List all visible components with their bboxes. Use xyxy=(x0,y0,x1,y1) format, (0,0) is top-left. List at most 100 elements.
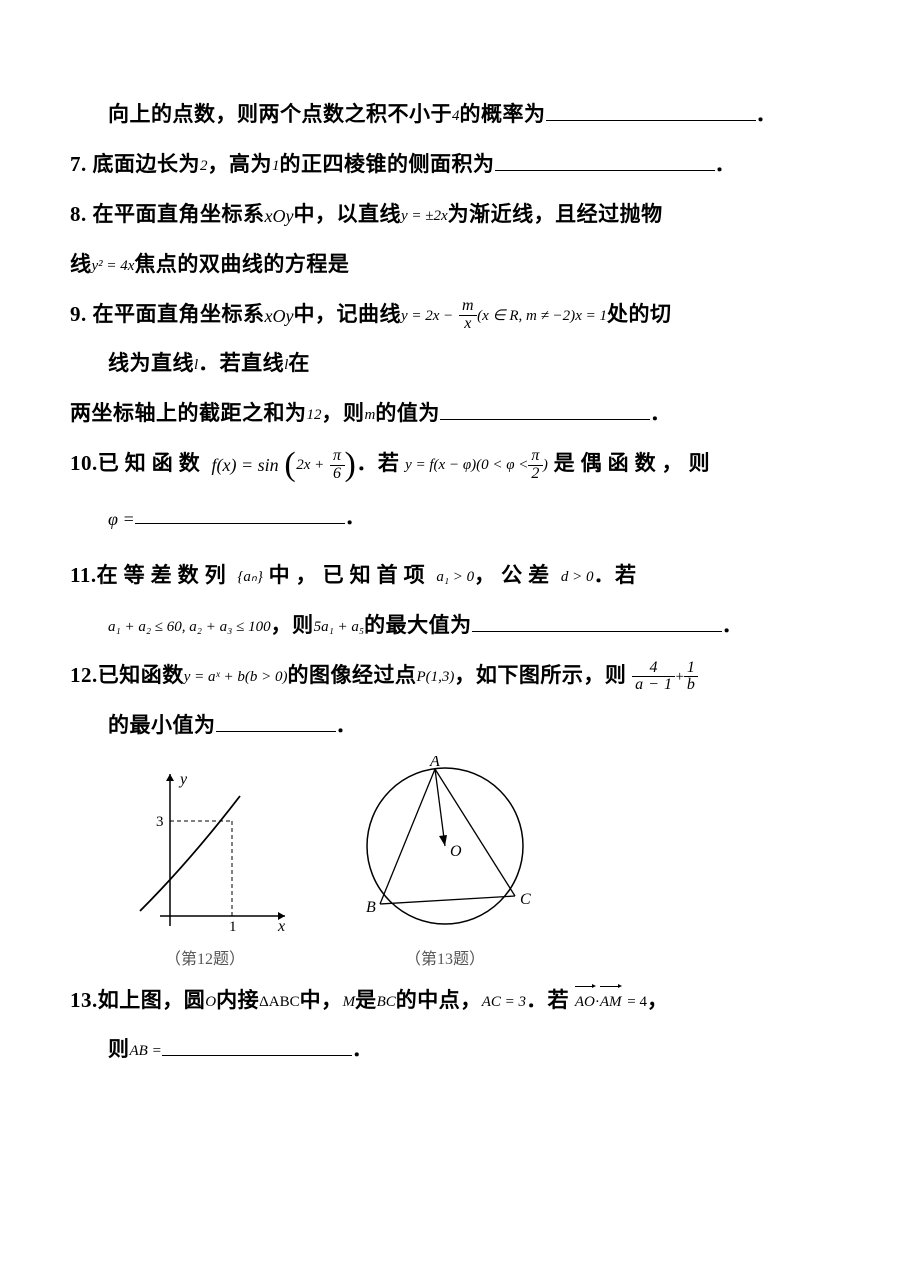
q9-eq-y: y = 2x − xyxy=(401,302,453,331)
q13-blank xyxy=(162,1039,352,1057)
q12-fn: y = aˣ + b(b > 0) xyxy=(184,663,288,692)
q10-frac-num: π xyxy=(330,448,345,466)
q13-t2: 内接 xyxy=(216,988,259,1012)
q10-label: 10. xyxy=(70,451,98,475)
vec-AM: AM xyxy=(600,988,622,1017)
q9-frac-den: x xyxy=(459,316,477,333)
q10-frac2: π2 xyxy=(528,448,543,483)
q9-blank xyxy=(440,403,650,421)
q11-t6: 的最大值为 xyxy=(364,613,472,637)
q9-line3: 两坐标轴上的截距之和为12，则m的值为． xyxy=(70,394,850,434)
q12-P: P(1,3) xyxy=(417,663,455,692)
fig13-A: A xyxy=(429,756,440,770)
figure-12: y x 3 1 （第12题） xyxy=(120,766,290,969)
q11-label: 11. xyxy=(70,563,97,587)
q9-t9: 的值为 xyxy=(375,401,440,425)
q7-n1: 2 xyxy=(200,152,208,181)
fig13-O: O xyxy=(450,843,462,860)
q13-tri: ΔABC xyxy=(259,988,300,1017)
q7-label: 7. xyxy=(70,152,87,176)
q9-t4: 线为直线 xyxy=(108,351,194,375)
fig13-caption: （第13题） xyxy=(340,945,550,969)
figure-row: y x 3 1 （第12题） A B C O （第13题 xyxy=(120,756,850,969)
q13-t3: 中， xyxy=(300,988,343,1012)
q13-t1: 如上图，圆 xyxy=(98,988,206,1012)
q10-frac-den: 6 xyxy=(330,466,345,483)
exam-page: 向上的点数，则两个点数之积不小于4的概率为． 7. 底面边长为2，高为1的正四棱… xyxy=(0,0,920,1274)
q10-line2: φ =． xyxy=(70,498,850,538)
q12-t3: ，如下图所示，则 xyxy=(454,663,626,687)
fig12-tick3: 3 xyxy=(156,814,164,830)
q10-f: f(x) = sin xyxy=(212,448,279,482)
q10-t1: 已知函数 xyxy=(98,451,206,475)
q12-f1n: 4 xyxy=(632,660,675,678)
q10-t2: ．若 xyxy=(356,451,399,475)
q9-t5: ．若直线 xyxy=(198,351,284,375)
q6-t2: 的概率为 xyxy=(460,102,546,126)
q10-line1: 10.已知函数 f(x) = sin (2x + π6)．若 y = f(x −… xyxy=(70,444,850,484)
q10-t3: 是偶函数，则 xyxy=(554,451,716,475)
q13-AC: AC = 3 xyxy=(482,988,526,1017)
q9-frac-num: m xyxy=(459,298,477,316)
q13-t6: ．若 xyxy=(526,988,569,1012)
q13-O: O xyxy=(205,988,216,1017)
q11-t1: 在等差数列 xyxy=(97,563,232,587)
q13-M: M xyxy=(343,988,356,1017)
q7-t2: ，高为 xyxy=(208,152,273,176)
fig12-xlabel: x xyxy=(277,918,285,935)
q12-f2n: 1 xyxy=(684,660,699,678)
q8-t2: 中，以直线 xyxy=(293,202,401,226)
q9-t6: 在 xyxy=(288,351,310,375)
q8-line2: 线y² = 4x焦点的双曲线的方程是 xyxy=(70,245,850,285)
q8-t4: 线 xyxy=(70,252,92,276)
q9-m: m xyxy=(365,401,376,430)
q9-t8: ，则 xyxy=(322,401,365,425)
q7-line: 7. 底面边长为2，高为1的正四棱锥的侧面积为． xyxy=(70,145,850,185)
q11-expr: 5a₁ + a₅ xyxy=(314,613,365,642)
q7-t3: 的正四棱锥的侧面积为 xyxy=(280,152,495,176)
q11-blank xyxy=(472,614,722,632)
q9-line2: 线为直线l．若直线l在 xyxy=(70,344,850,384)
q8-label: 8. xyxy=(70,202,87,226)
q13-t8: 则 xyxy=(108,1037,130,1061)
q8-xoy: xOy xyxy=(265,199,294,233)
q11-d: d > 0 xyxy=(561,563,594,592)
q12-line1: 12.已知函数y = aˣ + b(b > 0)的图像经过点P(1,3)，如下图… xyxy=(70,656,850,696)
q11-t5: ，则 xyxy=(271,613,314,637)
fig12-caption: （第12题） xyxy=(120,945,290,969)
fig12-ylabel: y xyxy=(178,771,188,788)
q6-line: 向上的点数，则两个点数之积不小于4的概率为． xyxy=(70,95,850,135)
q13-AB: AB = xyxy=(130,1037,162,1066)
q9-t1: 在平面直角坐标系 xyxy=(93,302,265,326)
q9-xoy: xOy xyxy=(265,299,294,333)
fig13-C: C xyxy=(520,891,531,908)
q11-t4: ．若 xyxy=(594,563,637,587)
q7-n2: 1 xyxy=(272,152,280,181)
q9-label: 9. xyxy=(70,302,87,326)
q9-dom: (x ∈ R, m ≠ −2) xyxy=(477,302,575,331)
q10-gpost: ) xyxy=(543,451,548,480)
q6-blank xyxy=(546,103,756,121)
q11-cond: a₁ + a₂ ≤ 60, a₂ + a₃ ≤ 100 xyxy=(108,613,271,642)
lparen-icon: ( xyxy=(284,448,296,482)
q13-t5: 的中点， xyxy=(396,988,482,1012)
q8-t5: 焦点的双曲线的方程是 xyxy=(134,252,349,276)
q13-t7: ， xyxy=(647,988,669,1012)
q8-line1: 8. 在平面直角坐标系xOy中，以直线y = ±2x为渐近线，且经过抛物 xyxy=(70,195,850,235)
q10-arg: 2x + xyxy=(296,451,324,480)
rparen-icon: ) xyxy=(345,448,357,482)
q9-line1: 9. 在平面直角坐标系xOy中，记曲线y = 2x − mx(x ∈ R, m … xyxy=(70,295,850,335)
q7-t1: 底面边长为 xyxy=(93,152,201,176)
q10-frac2-num: π xyxy=(528,448,543,466)
q9-t3: 处的切 xyxy=(607,302,672,326)
q13-eq4: = 4 xyxy=(627,988,647,1017)
q13-line1: 13.如上图，圆O内接ΔABC中，M是BC的中点，AC = 3．若 AO·AM … xyxy=(70,981,850,1021)
q13-t4: 是 xyxy=(355,988,377,1012)
fig12-svg: y x 3 1 xyxy=(120,766,290,936)
q7-blank xyxy=(495,153,715,171)
q6-t1: 向上的点数，则两个点数之积不小于 xyxy=(108,102,452,126)
q12-f2d: b xyxy=(684,677,699,694)
fig13-B: B xyxy=(366,899,376,916)
q9-t7: 两坐标轴上的截距之和为 xyxy=(70,401,307,425)
q10-blank xyxy=(135,506,345,524)
